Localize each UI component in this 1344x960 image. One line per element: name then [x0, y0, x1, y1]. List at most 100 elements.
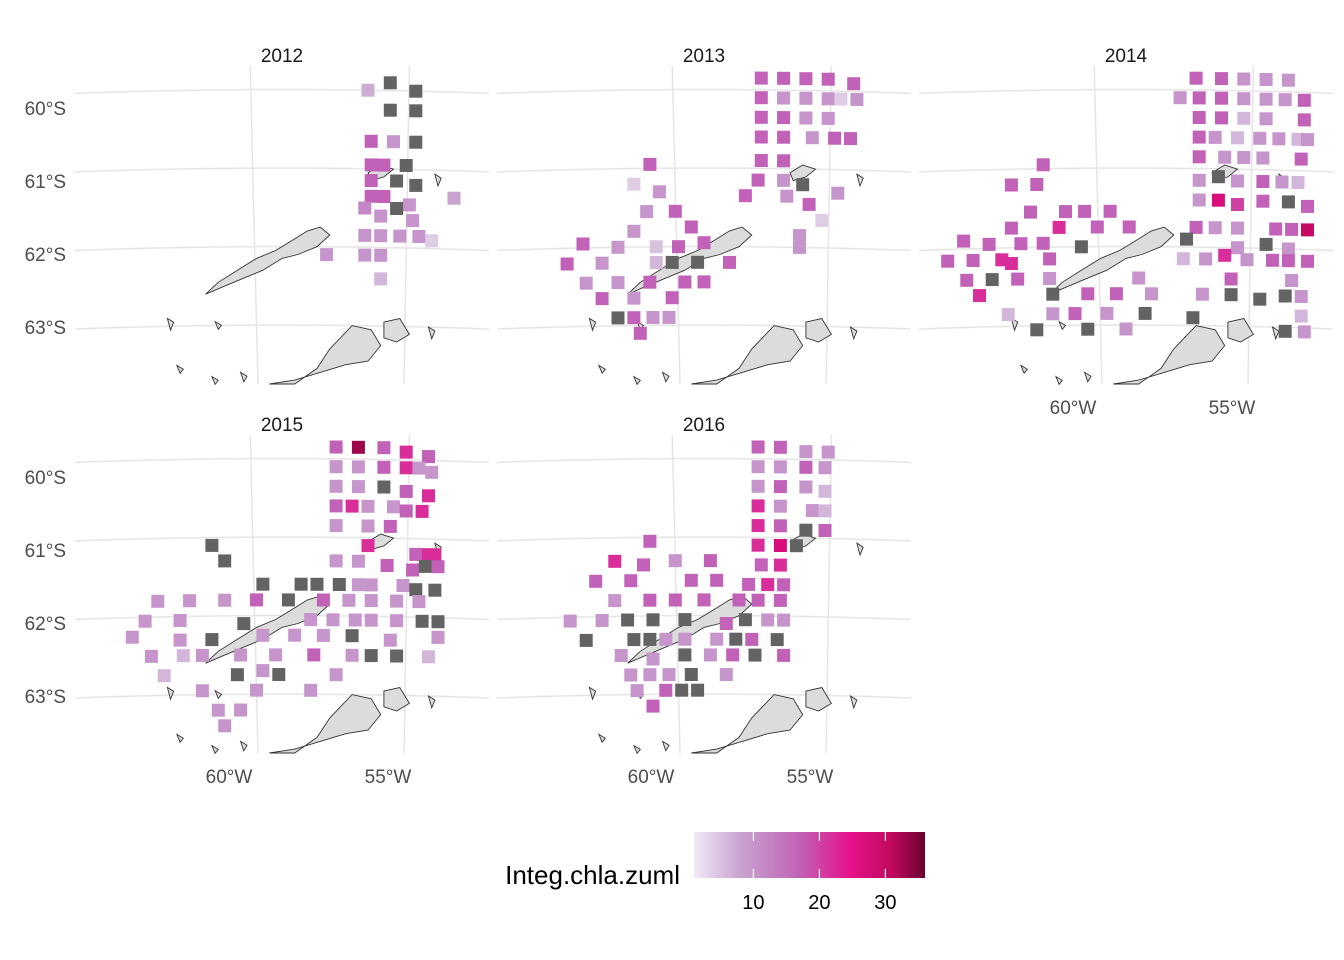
data-tile — [377, 190, 391, 203]
data-tile — [982, 237, 996, 251]
data-tile — [1189, 71, 1203, 85]
data-tile — [579, 633, 593, 647]
facet-title: 2016 — [683, 415, 725, 436]
land-polygon — [383, 317, 411, 343]
data-tile — [850, 93, 864, 106]
data-tile — [1068, 307, 1082, 321]
land-polygon — [661, 371, 670, 383]
facet-title: 2013 — [683, 46, 725, 67]
data-tile — [754, 91, 768, 105]
map-panel — [74, 65, 490, 386]
data-tile — [144, 649, 158, 663]
data-tile — [195, 648, 209, 662]
data-tile — [358, 248, 372, 262]
data-tile — [256, 664, 270, 678]
graticule — [74, 65, 490, 385]
data-tile — [738, 189, 752, 203]
data-tile — [621, 613, 635, 627]
data-tile — [742, 577, 756, 591]
land-polygon — [1054, 375, 1063, 386]
data-tile — [1224, 288, 1238, 302]
data-tile — [358, 228, 372, 242]
lat-axis-row2: 60°S 61°S 62°S 63°S — [25, 468, 66, 708]
data-tile — [1043, 272, 1057, 285]
data-tile — [637, 558, 650, 572]
land-polygon — [1019, 364, 1028, 375]
data-tile — [611, 276, 625, 290]
data-tile — [329, 668, 343, 682]
data-tile — [364, 613, 378, 627]
land-polygon — [632, 744, 641, 755]
data-tile — [230, 668, 244, 682]
data-tile — [1180, 232, 1193, 246]
data-tile — [256, 577, 270, 591]
data-tile — [844, 132, 857, 146]
data-tile — [649, 256, 663, 269]
data-tile — [652, 185, 666, 199]
data-tile — [793, 229, 806, 243]
data-tile — [422, 489, 435, 503]
data-tile — [678, 613, 692, 627]
data-tile — [1256, 151, 1270, 165]
lat-gridline — [496, 88, 912, 95]
land-polygon — [210, 375, 219, 386]
data-tile — [151, 594, 165, 608]
data-tile — [1269, 222, 1283, 236]
lon-gridline — [249, 65, 259, 385]
land-polygon — [205, 226, 331, 295]
data-tiles — [125, 440, 445, 733]
data-tile — [205, 633, 219, 647]
data-tile — [374, 272, 388, 286]
data-tile — [288, 628, 302, 642]
data-tile — [777, 613, 791, 627]
map-panel — [918, 65, 1334, 386]
data-tile — [665, 255, 679, 269]
data-tile — [732, 593, 746, 607]
facet-2014: 2014 — [918, 46, 1334, 386]
legend-ticks: 10 20 30 — [742, 832, 897, 914]
data-tile — [563, 614, 577, 628]
data-tile — [409, 104, 423, 118]
data-tile — [1081, 322, 1095, 336]
land-polygon — [849, 694, 858, 710]
data-tile — [351, 480, 365, 494]
data-tile — [304, 613, 318, 627]
data-tile — [751, 440, 765, 454]
data-tile — [821, 72, 835, 86]
lat-axis-row1: 60°S 61°S 62°S 63°S — [25, 99, 66, 339]
data-tile — [1103, 204, 1117, 218]
data-tile — [348, 613, 362, 627]
data-tile — [390, 174, 404, 188]
lon-tick-label: 55°W — [1209, 398, 1256, 419]
data-tile — [828, 131, 842, 145]
data-tile — [611, 240, 625, 254]
land-polygon — [661, 740, 670, 752]
legend-colorbar — [694, 832, 925, 878]
land-polygon — [691, 694, 804, 754]
data-tile — [595, 256, 609, 270]
data-tile — [1259, 73, 1273, 86]
data-tile — [723, 255, 736, 269]
data-tile — [684, 220, 698, 234]
data-tile — [799, 460, 813, 474]
data-tile — [415, 504, 429, 518]
data-tile — [818, 504, 832, 518]
data-tile — [1192, 111, 1206, 124]
data-tile — [1046, 307, 1060, 321]
data-tile — [821, 92, 835, 106]
data-tile — [310, 577, 324, 591]
data-tile — [1294, 290, 1308, 303]
data-tile — [1030, 323, 1044, 337]
data-tile — [1272, 132, 1286, 146]
data-tile — [205, 538, 219, 552]
data-tile — [748, 648, 762, 662]
data-tile — [1237, 92, 1251, 106]
data-tile — [751, 499, 765, 513]
data-tile — [1078, 204, 1092, 218]
data-tile — [1259, 237, 1273, 251]
lat-gridline — [74, 457, 490, 464]
data-tile — [418, 559, 432, 573]
data-tile — [719, 668, 733, 681]
data-tile — [796, 178, 810, 192]
map-panel — [74, 434, 490, 755]
